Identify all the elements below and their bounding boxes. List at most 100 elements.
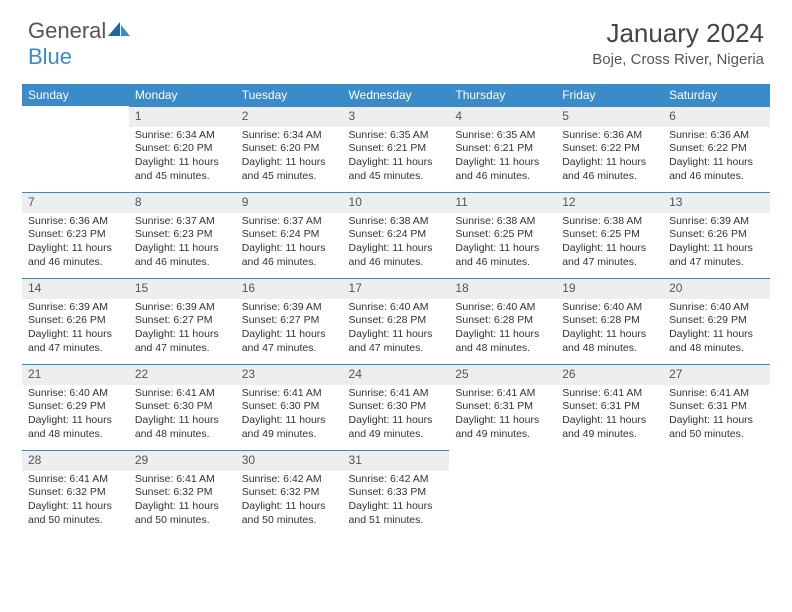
weekday-header-cell: Thursday [449,84,556,106]
daylight-line: Daylight: 11 hours and 46 minutes. [455,156,550,183]
sunset-line: Sunset: 6:21 PM [455,142,550,156]
sunset-line: Sunset: 6:20 PM [135,142,230,156]
daylight-line: Daylight: 11 hours and 50 minutes. [242,500,337,527]
day-body: Sunrise: 6:39 AMSunset: 6:26 PMDaylight:… [663,213,770,274]
daylight-line: Daylight: 11 hours and 45 minutes. [242,156,337,183]
calendar-day-cell: 31Sunrise: 6:42 AMSunset: 6:33 PMDayligh… [343,450,450,536]
day-number: 8 [129,192,236,213]
daylight-line: Daylight: 11 hours and 49 minutes. [455,414,550,441]
day-body: Sunrise: 6:35 AMSunset: 6:21 PMDaylight:… [449,127,556,188]
day-number: 25 [449,364,556,385]
calendar-day-cell: 30Sunrise: 6:42 AMSunset: 6:32 PMDayligh… [236,450,343,536]
day-body: Sunrise: 6:41 AMSunset: 6:30 PMDaylight:… [343,385,450,446]
sunrise-line: Sunrise: 6:41 AM [135,387,230,401]
day-body: Sunrise: 6:41 AMSunset: 6:31 PMDaylight:… [556,385,663,446]
sunrise-line: Sunrise: 6:35 AM [455,129,550,143]
calendar-day-cell: 16Sunrise: 6:39 AMSunset: 6:27 PMDayligh… [236,278,343,364]
sunrise-line: Sunrise: 6:39 AM [135,301,230,315]
calendar-day-cell [449,450,556,536]
day-body: Sunrise: 6:39 AMSunset: 6:27 PMDaylight:… [129,299,236,360]
calendar-day-cell: 2Sunrise: 6:34 AMSunset: 6:20 PMDaylight… [236,106,343,192]
daylight-line: Daylight: 11 hours and 48 minutes. [135,414,230,441]
sunrise-line: Sunrise: 6:40 AM [349,301,444,315]
day-body: Sunrise: 6:36 AMSunset: 6:22 PMDaylight:… [556,127,663,188]
day-number: 23 [236,364,343,385]
brand-name-part2: Blue [28,44,72,69]
calendar-day-cell: 28Sunrise: 6:41 AMSunset: 6:32 PMDayligh… [22,450,129,536]
calendar-table: SundayMondayTuesdayWednesdayThursdayFrid… [22,84,770,536]
calendar-week-row: 21Sunrise: 6:40 AMSunset: 6:29 PMDayligh… [22,364,770,450]
sunrise-line: Sunrise: 6:41 AM [669,387,764,401]
calendar-day-cell: 4Sunrise: 6:35 AMSunset: 6:21 PMDaylight… [449,106,556,192]
sunrise-line: Sunrise: 6:40 AM [562,301,657,315]
sunrise-line: Sunrise: 6:40 AM [28,387,123,401]
weekday-header-cell: Tuesday [236,84,343,106]
daylight-line: Daylight: 11 hours and 49 minutes. [349,414,444,441]
day-number: 7 [22,192,129,213]
day-body: Sunrise: 6:40 AMSunset: 6:29 PMDaylight:… [22,385,129,446]
sunset-line: Sunset: 6:25 PM [562,228,657,242]
daylight-line: Daylight: 11 hours and 45 minutes. [349,156,444,183]
sunset-line: Sunset: 6:21 PM [349,142,444,156]
sunset-line: Sunset: 6:30 PM [349,400,444,414]
daylight-line: Daylight: 11 hours and 50 minutes. [669,414,764,441]
day-body: Sunrise: 6:36 AMSunset: 6:22 PMDaylight:… [663,127,770,188]
day-body: Sunrise: 6:36 AMSunset: 6:23 PMDaylight:… [22,213,129,274]
calendar-week-row: 14Sunrise: 6:39 AMSunset: 6:26 PMDayligh… [22,278,770,364]
sunset-line: Sunset: 6:27 PM [242,314,337,328]
day-body: Sunrise: 6:41 AMSunset: 6:30 PMDaylight:… [236,385,343,446]
sunrise-line: Sunrise: 6:42 AM [242,473,337,487]
sunset-line: Sunset: 6:23 PM [28,228,123,242]
sunset-line: Sunset: 6:26 PM [28,314,123,328]
sunrise-line: Sunrise: 6:36 AM [28,215,123,229]
day-number: 17 [343,278,450,299]
sunset-line: Sunset: 6:24 PM [349,228,444,242]
day-number: 30 [236,450,343,471]
daylight-line: Daylight: 11 hours and 46 minutes. [455,242,550,269]
day-body: Sunrise: 6:41 AMSunset: 6:32 PMDaylight:… [129,471,236,532]
day-number: 1 [129,106,236,127]
day-body: Sunrise: 6:40 AMSunset: 6:28 PMDaylight:… [556,299,663,360]
calendar-day-cell: 9Sunrise: 6:37 AMSunset: 6:24 PMDaylight… [236,192,343,278]
month-title: January 2024 [592,18,764,49]
sunrise-line: Sunrise: 6:42 AM [349,473,444,487]
sunset-line: Sunset: 6:23 PM [135,228,230,242]
sunrise-line: Sunrise: 6:41 AM [28,473,123,487]
day-body: Sunrise: 6:34 AMSunset: 6:20 PMDaylight:… [236,127,343,188]
daylight-line: Daylight: 11 hours and 46 minutes. [135,242,230,269]
day-number: 28 [22,450,129,471]
daylight-line: Daylight: 11 hours and 47 minutes. [135,328,230,355]
sunset-line: Sunset: 6:22 PM [562,142,657,156]
sunset-line: Sunset: 6:28 PM [455,314,550,328]
calendar-day-cell: 12Sunrise: 6:38 AMSunset: 6:25 PMDayligh… [556,192,663,278]
sunset-line: Sunset: 6:33 PM [349,486,444,500]
day-body: Sunrise: 6:37 AMSunset: 6:24 PMDaylight:… [236,213,343,274]
day-number: 10 [343,192,450,213]
day-number: 16 [236,278,343,299]
day-number: 13 [663,192,770,213]
calendar-day-cell: 20Sunrise: 6:40 AMSunset: 6:29 PMDayligh… [663,278,770,364]
day-number: 2 [236,106,343,127]
sunset-line: Sunset: 6:28 PM [562,314,657,328]
sunset-line: Sunset: 6:28 PM [349,314,444,328]
sunset-line: Sunset: 6:24 PM [242,228,337,242]
calendar-day-cell: 27Sunrise: 6:41 AMSunset: 6:31 PMDayligh… [663,364,770,450]
sunrise-line: Sunrise: 6:41 AM [135,473,230,487]
sunrise-line: Sunrise: 6:38 AM [349,215,444,229]
day-body: Sunrise: 6:39 AMSunset: 6:27 PMDaylight:… [236,299,343,360]
daylight-line: Daylight: 11 hours and 46 minutes. [562,156,657,183]
sunset-line: Sunset: 6:31 PM [562,400,657,414]
daylight-line: Daylight: 11 hours and 45 minutes. [135,156,230,183]
sunrise-line: Sunrise: 6:41 AM [562,387,657,401]
calendar-day-cell: 10Sunrise: 6:38 AMSunset: 6:24 PMDayligh… [343,192,450,278]
sunrise-line: Sunrise: 6:34 AM [135,129,230,143]
calendar-day-cell: 1 Sunrise: 6:34 AMSunset: 6:20 PMDaylight… [129,106,236,192]
day-number: 22 [129,364,236,385]
calendar-day-cell: 7Sunrise: 6:36 AMSunset: 6:23 PMDaylight… [22,192,129,278]
weekday-header-cell: Wednesday [343,84,450,106]
sunset-line: Sunset: 6:30 PM [242,400,337,414]
daylight-line: Daylight: 11 hours and 47 minutes. [349,328,444,355]
sunset-line: Sunset: 6:27 PM [135,314,230,328]
calendar-week-row: 28Sunrise: 6:41 AMSunset: 6:32 PMDayligh… [22,450,770,536]
day-number: 18 [449,278,556,299]
